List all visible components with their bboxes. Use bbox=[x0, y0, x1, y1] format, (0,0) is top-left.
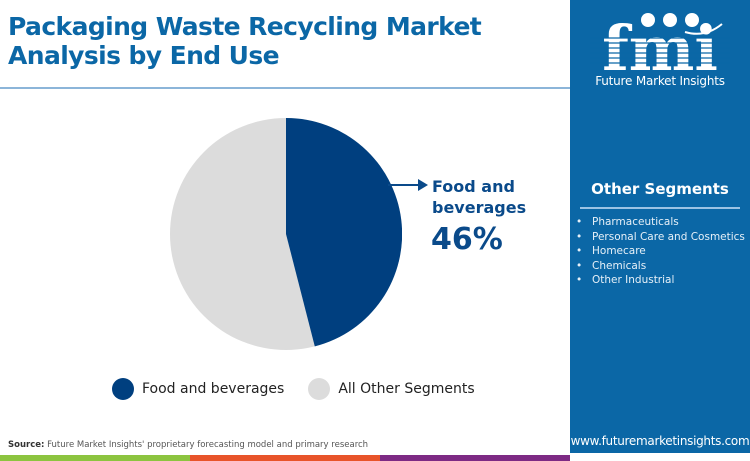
side-panel: fmi Future Market Insights Other Segment… bbox=[570, 0, 750, 453]
callout-value: 46% bbox=[431, 222, 503, 257]
title-divider bbox=[0, 87, 570, 89]
footer-strip-purple bbox=[380, 455, 570, 461]
segment-item: Homecare bbox=[576, 244, 746, 259]
segment-item: Chemicals bbox=[576, 259, 746, 274]
source-text: Future Market Insights' proprietary fore… bbox=[44, 440, 369, 450]
footer-strip-green bbox=[0, 455, 190, 461]
legend-swatch-grey bbox=[308, 378, 331, 400]
callout-label-line-2: beverages bbox=[432, 198, 527, 217]
website-link[interactable]: www.futuremarketinsights.com bbox=[570, 434, 750, 448]
legend-label: Food and beverages bbox=[142, 381, 285, 397]
fmi-logo-icon: fmi bbox=[590, 12, 730, 85]
other-segments-title: Other Segments bbox=[591, 180, 729, 198]
legend-item-food-and-beverages: Food and beverages bbox=[112, 378, 284, 400]
other-segments-list: Pharmaceuticals Personal Care and Cosmet… bbox=[576, 215, 746, 288]
logo-subtitle: Future Market Insights bbox=[595, 74, 725, 88]
page-title: Packaging Waste Recycling Market Analysi… bbox=[8, 12, 568, 70]
title-line-2: Analysis by End Use bbox=[8, 41, 280, 70]
segment-item: Pharmaceuticals bbox=[576, 215, 746, 230]
pie-slice-food-and-beverages bbox=[286, 118, 402, 347]
legend-item-all-other-segments: All Other Segments bbox=[308, 378, 475, 400]
callout-label-line-1: Food and bbox=[432, 177, 515, 196]
pie-chart bbox=[170, 118, 402, 350]
title-line-1: Packaging Waste Recycling Market bbox=[8, 12, 482, 41]
source-note: Source: Future Market Insights' propriet… bbox=[8, 440, 368, 450]
legend-swatch-navy bbox=[112, 378, 134, 400]
chart-legend: Food and beverages All Other Segments bbox=[112, 378, 499, 400]
legend-label: All Other Segments bbox=[338, 381, 475, 397]
segment-item: Other Industrial bbox=[576, 273, 746, 288]
callout-arrow-icon bbox=[388, 179, 428, 191]
segment-item: Personal Care and Cosmetics bbox=[576, 230, 746, 245]
source-label: Source: bbox=[8, 440, 45, 450]
footer-strip-orange bbox=[190, 455, 380, 461]
callout-label: Food and beverages bbox=[432, 176, 526, 218]
other-segments-divider bbox=[580, 207, 740, 209]
